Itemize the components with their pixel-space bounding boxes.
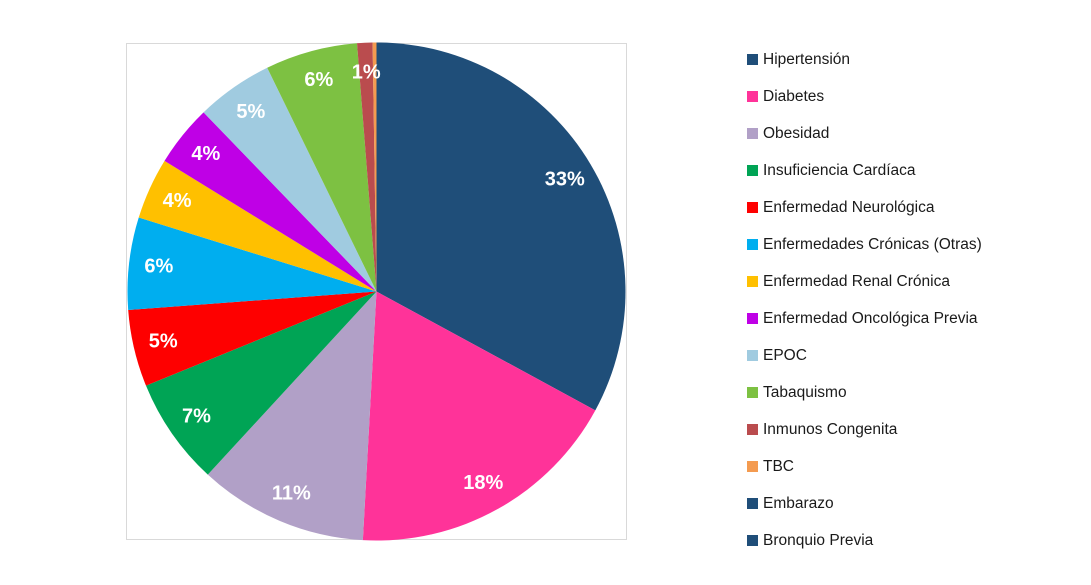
pie-slice-label-7: 4%	[191, 143, 220, 165]
pie-slice-label-10: 1%	[352, 62, 381, 84]
pie-slice-11	[372, 42, 377, 292]
legend-swatch-icon	[747, 165, 758, 176]
legend-item-11: TBC	[747, 448, 982, 485]
legend-item-3: Insuficiencia Cardíaca	[747, 152, 982, 189]
legend-item-7: Enfermedad Oncológica Previa	[747, 300, 982, 337]
legend-label: Diabetes	[763, 87, 825, 105]
legend-label: Inmunos Congenita	[763, 420, 898, 438]
legend-item-5: Enfermedades Crónicas (Otras)	[747, 226, 982, 263]
legend-item-4: Enfermedad Neurológica	[747, 189, 982, 226]
legend-swatch-icon	[747, 387, 758, 398]
pie-slice-9	[267, 43, 377, 292]
pie-slice-5	[127, 217, 377, 311]
legend-swatch-icon	[747, 239, 758, 250]
legend-swatch-icon	[747, 498, 758, 509]
pie-slice-8	[203, 67, 377, 292]
pie-slice-label-3: 7%	[182, 406, 211, 428]
legend-swatch-icon	[747, 313, 758, 324]
legend-swatch-icon	[747, 461, 758, 472]
pie-slice-3	[145, 291, 377, 475]
legend-swatch-icon	[747, 202, 758, 213]
legend-swatch-icon	[747, 276, 758, 287]
legend-label: Insuficiencia Cardíaca	[763, 161, 916, 179]
legend-label: Tabaquismo	[763, 383, 847, 401]
pie-slice-10	[357, 42, 377, 292]
legend-label: Enfermedad Neurológica	[763, 198, 935, 216]
legend-swatch-icon	[747, 535, 758, 546]
legend-label: Obesidad	[763, 124, 830, 142]
pie-slice-2	[207, 291, 377, 541]
pie-slice-label-2: 11%	[272, 482, 311, 504]
legend-label: Bronquio Previa	[763, 531, 874, 549]
legend-swatch-icon	[747, 91, 758, 102]
legend-item-8: EPOC	[747, 337, 982, 374]
pie-slice-6	[138, 160, 377, 292]
legend-label: Enfermedad Oncológica Previa	[763, 309, 978, 327]
pie-slice-label-8: 5%	[236, 101, 265, 123]
pie-slice-label-0: 33%	[545, 169, 585, 191]
pie-slice-4	[128, 291, 377, 386]
legend-swatch-icon	[747, 54, 758, 65]
pie-slice-1	[362, 291, 596, 541]
legend-item-13: Bronquio Previa	[747, 522, 982, 559]
legend-item-0: Hipertensión	[747, 41, 982, 78]
legend-item-6: Enfermedad Renal Crónica	[747, 263, 982, 300]
legend-label: Hipertensión	[763, 50, 851, 68]
legend-label: EPOC	[763, 346, 807, 364]
legend-label: TBC	[763, 457, 794, 475]
legend-label: Enfermedades Crónicas (Otras)	[763, 235, 982, 253]
pie-slice-label-5: 6%	[144, 256, 173, 278]
legend-item-2: Obesidad	[747, 115, 982, 152]
legend: Hipertensión Diabetes Obesidad Insuficienci…	[747, 41, 982, 559]
legend-swatch-icon	[747, 128, 758, 139]
legend-swatch-icon	[747, 350, 758, 361]
pie-slice-label-9: 6%	[304, 69, 333, 91]
legend-item-12: Embarazo	[747, 485, 982, 522]
pie-labels: 33% 18% 11% 7% 5% 6% 4% 4% 5% 6% 1%	[144, 62, 585, 505]
legend-item-9: Tabaquismo	[747, 374, 982, 411]
pie-slice-7	[164, 112, 377, 292]
legend-label: Embarazo	[763, 494, 834, 512]
pie-slice-0	[376, 42, 626, 411]
legend-item-1: Diabetes	[747, 78, 982, 115]
pie-slices	[127, 42, 626, 541]
legend-label: Enfermedad Renal Crónica	[763, 272, 950, 290]
pie-slice-label-4: 5%	[149, 331, 178, 353]
legend-item-10: Inmunos Congenita	[747, 411, 982, 448]
pie-slice-label-1: 18%	[463, 472, 503, 494]
pie-slice-label-6: 4%	[163, 190, 192, 212]
legend-swatch-icon	[747, 424, 758, 435]
